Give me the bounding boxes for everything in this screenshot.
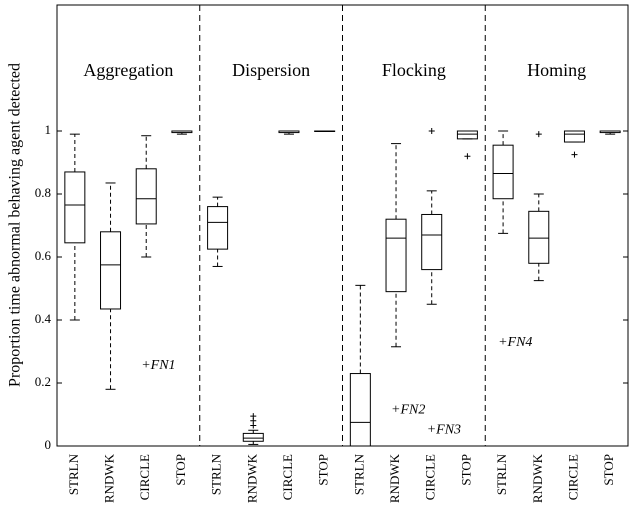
annotation: +FN1 — [141, 358, 175, 373]
box — [135, 168, 157, 225]
y-tick-label: 0 — [45, 437, 52, 452]
outlier — [535, 131, 542, 138]
box — [528, 210, 550, 264]
x-tick-label: CIRCLE — [423, 454, 438, 500]
box — [242, 432, 264, 442]
outlier — [571, 151, 578, 158]
x-tick-label: RNDWK — [102, 453, 117, 503]
y-tick-label: 1 — [45, 122, 52, 137]
x-tick-label: RNDWK — [387, 453, 402, 503]
outlier — [428, 128, 435, 134]
y-tick-label: 0.8 — [35, 185, 51, 200]
box — [64, 171, 86, 244]
x-tick-label: STRLN — [494, 453, 509, 495]
group-label: Flocking — [382, 60, 446, 80]
box — [421, 213, 443, 271]
box — [100, 231, 122, 310]
y-tick-label: 0.2 — [35, 374, 51, 389]
x-tick-label: STRLN — [66, 453, 81, 495]
x-tick-label: CIRCLE — [137, 454, 152, 500]
x-tick-label: STOP — [601, 454, 616, 486]
x-tick-label: CIRCLE — [280, 454, 295, 500]
y-tick-label: 0.6 — [35, 248, 52, 263]
box — [492, 144, 514, 200]
y-axis-label: Proportion time abnormal behaving agent … — [7, 63, 24, 387]
box — [385, 218, 407, 293]
x-tick-label: STRLN — [351, 453, 366, 495]
box — [456, 130, 478, 140]
y-tick-label: 0.4 — [35, 311, 52, 326]
x-tick-label: STOP — [458, 454, 473, 486]
group-label: Aggregation — [83, 60, 173, 80]
box — [563, 130, 585, 143]
x-tick-label: STRLN — [209, 453, 224, 495]
x-tick-label: RNDWK — [530, 453, 545, 503]
x-tick-label: STOP — [316, 454, 331, 486]
annotation: +FN3 — [427, 422, 461, 437]
annotation: +FN4 — [498, 335, 532, 350]
group-label: Dispersion — [232, 60, 310, 80]
box — [349, 373, 371, 447]
box — [207, 206, 229, 250]
outlier — [464, 153, 471, 160]
outlier — [250, 413, 257, 420]
x-tick-label: RNDWK — [244, 453, 259, 503]
x-tick-label: STOP — [173, 454, 188, 486]
x-tick-label: CIRCLE — [565, 454, 580, 500]
annotation: +FN2 — [391, 402, 425, 417]
group-label: Homing — [527, 60, 586, 80]
